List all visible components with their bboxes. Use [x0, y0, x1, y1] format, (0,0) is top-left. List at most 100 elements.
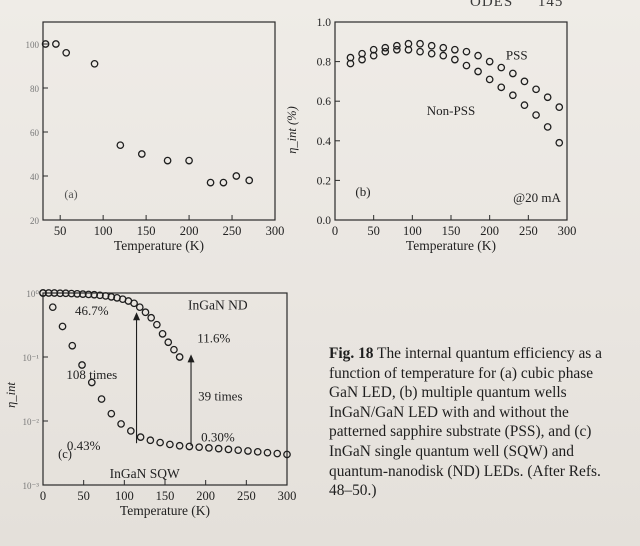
- data-point: [245, 176, 254, 185]
- data-point: [427, 41, 436, 50]
- data-point: [79, 290, 87, 298]
- x-tick-label: 250: [519, 224, 538, 238]
- data-point: [58, 322, 67, 331]
- y-tick-label: 20: [30, 216, 40, 226]
- data-point: [205, 444, 213, 452]
- annotation-043: 0.43%: [67, 438, 101, 453]
- data-point: [73, 289, 82, 298]
- data-point: [126, 427, 135, 435]
- y-tick-label: 10⁻³: [23, 481, 40, 491]
- data-point: [67, 289, 76, 298]
- chart-panel-0: 50 100 150 200 250 30020406080100Temperature …: [26, 21, 284, 253]
- data-point: [170, 345, 178, 354]
- data-point: [90, 59, 99, 68]
- chart-panel-1: 0 50 100 150 200 250 300 0.0 0.2 0.4 0.6 0.8 1.0 Temp…: [285, 17, 576, 253]
- x-tick-label: 150: [156, 489, 175, 503]
- y-tick-label: 0.0: [317, 215, 332, 227]
- chart-panel-2: 0 50 100 150 200 250 300 10⁻³ 10⁻² 10⁻¹ 10⁰ Tempera…: [4, 289, 296, 518]
- x-tick-label: 50: [54, 224, 67, 238]
- data-point: [97, 395, 106, 403]
- data-point: [214, 444, 223, 453]
- data-point: [474, 51, 482, 60]
- y-axis-label: η_int: [4, 382, 18, 408]
- data-point: [164, 338, 173, 347]
- data-point: [532, 85, 540, 94]
- data-point: [283, 450, 291, 459]
- data-point: [381, 43, 390, 52]
- data-point: [90, 290, 99, 299]
- data-point: [224, 445, 233, 454]
- arrow-108-times-head: [133, 312, 141, 321]
- y-tick-label: 0.4: [317, 136, 332, 148]
- x-tick-label: 300: [558, 224, 577, 238]
- x-tick-label: 150: [137, 224, 156, 238]
- data-point: [497, 63, 506, 72]
- y-tick-label: 0.6: [317, 96, 332, 108]
- data-point: [273, 449, 282, 458]
- data-point: [147, 313, 156, 322]
- data-point: [44, 289, 53, 297]
- series-label-ingan-nd: InGaN ND: [188, 298, 248, 313]
- data-point: [462, 47, 471, 56]
- data-point: [163, 156, 172, 165]
- x-tick-label: 250: [223, 224, 242, 238]
- data-point: [543, 93, 552, 102]
- x-tick-label: 250: [237, 489, 256, 503]
- data-point: [439, 43, 448, 52]
- data-point: [416, 47, 424, 56]
- data-point: [146, 436, 155, 445]
- data-point: [393, 41, 401, 50]
- data-point: [404, 45, 413, 54]
- data-point: [543, 123, 552, 131]
- data-point: [175, 353, 184, 361]
- y-tick-label: 0.8: [317, 57, 332, 69]
- data-point: [520, 77, 529, 86]
- figure-caption: Fig. 18 The internal quantum efficiency …: [329, 344, 611, 501]
- data-point: [474, 67, 482, 76]
- series-label-ingan-sqw: InGaN SQW: [110, 466, 180, 481]
- data-point: [369, 51, 378, 60]
- data-point: [130, 299, 138, 308]
- annotation-116: 11.6%: [197, 330, 230, 345]
- data-point: [346, 59, 355, 68]
- data-point: [48, 303, 57, 312]
- data-point: [135, 303, 144, 312]
- series-label-pss: PSS: [506, 48, 528, 63]
- data-point: [485, 57, 494, 66]
- data-point: [158, 329, 167, 338]
- series-label-non-pss: Non-PSS: [427, 103, 475, 118]
- data-point: [166, 440, 174, 449]
- x-tick-label: 0: [332, 224, 338, 238]
- data-point: [61, 289, 70, 298]
- data-point: [253, 447, 262, 456]
- y-tick-label: 40: [30, 172, 40, 182]
- running-header: ODES 145: [470, 0, 563, 11]
- x-axis-label: Temperature (K): [114, 238, 204, 253]
- y-tick-label: 10⁰: [26, 289, 39, 299]
- data-point: [451, 55, 459, 64]
- y-tick-label: 60: [30, 128, 40, 138]
- data-point: [439, 51, 448, 60]
- data-point: [185, 442, 194, 451]
- y-tick-label: 80: [30, 84, 40, 94]
- x-tick-label: 100: [403, 224, 422, 238]
- arrow-39-times-head: [187, 354, 195, 363]
- data-point: [509, 69, 517, 78]
- data-point: [52, 40, 60, 48]
- x-tick-label: 0: [40, 489, 46, 503]
- current-annotation: @20 mA: [513, 190, 561, 205]
- plot-frame: [42, 21, 276, 221]
- data-point: [156, 438, 164, 447]
- data-point: [141, 308, 150, 317]
- caption-text: The internal quantum efficiency as a fun…: [329, 345, 602, 500]
- data-point: [416, 39, 424, 48]
- y-tick-label: 100: [26, 40, 40, 50]
- figure-label: Fig. 18: [329, 345, 374, 362]
- data-point: [244, 447, 252, 455]
- data-point: [206, 178, 215, 187]
- data-point: [153, 320, 161, 329]
- data-point: [232, 172, 241, 180]
- x-tick-label: 200: [480, 224, 499, 238]
- data-point: [427, 49, 436, 58]
